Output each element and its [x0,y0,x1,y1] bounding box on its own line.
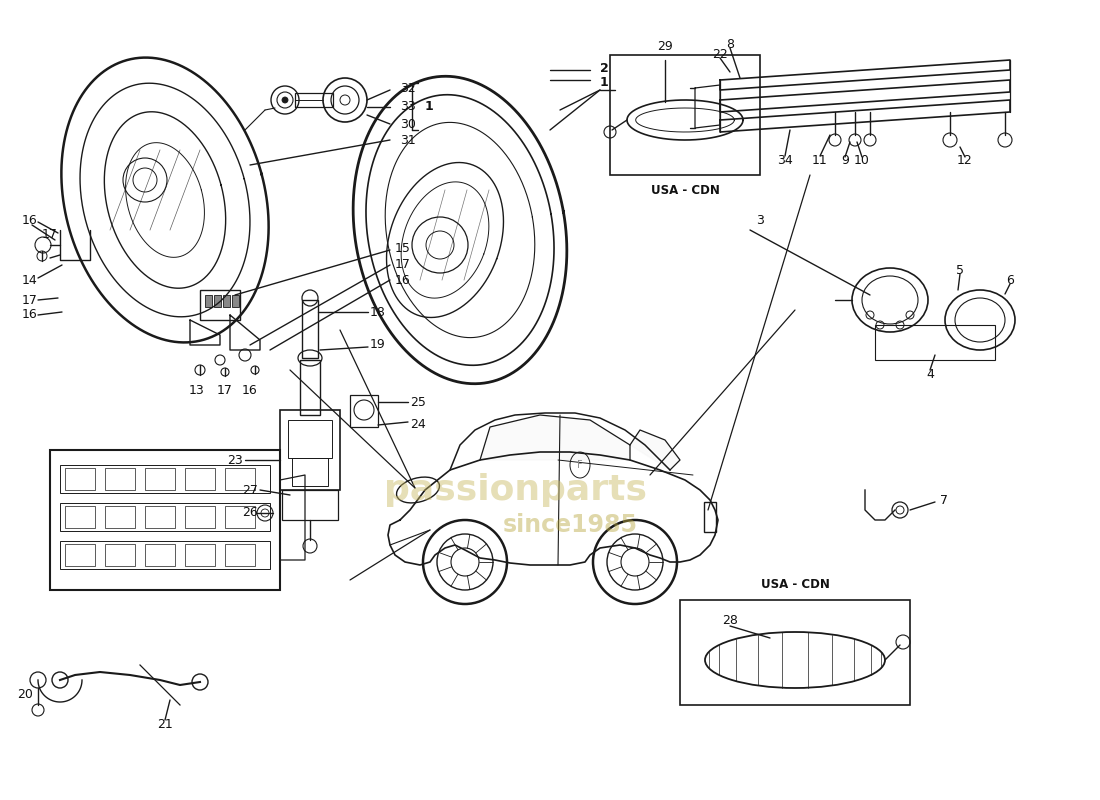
Bar [223,295,230,307]
Bar [104,544,135,566]
Text: 11: 11 [812,154,828,166]
Text: 7: 7 [940,494,948,506]
Bar [610,55,760,175]
Text: 16: 16 [395,274,410,286]
Text: 17: 17 [42,229,58,242]
Polygon shape [480,415,630,460]
Bar [232,295,239,307]
Bar [145,506,175,528]
Bar [704,502,716,532]
Text: 26: 26 [242,506,257,519]
Text: 31: 31 [400,134,416,146]
Text: 15: 15 [395,242,411,254]
Text: passion: passion [384,473,540,507]
Text: 27: 27 [242,483,257,497]
Bar [874,325,996,360]
Text: 2: 2 [600,62,608,74]
Text: 16: 16 [242,383,257,397]
Text: 6: 6 [1006,274,1014,286]
Text: 5: 5 [956,263,964,277]
Bar [205,295,212,307]
Circle shape [282,97,288,103]
Bar [350,395,378,427]
Text: 32: 32 [400,82,416,94]
Text: 25: 25 [410,395,426,409]
Bar [200,290,240,320]
Text: 16: 16 [22,214,37,226]
Text: USA - CDN: USA - CDN [650,183,719,197]
Text: 10: 10 [854,154,870,166]
Text: 22: 22 [712,49,728,62]
Bar [65,468,95,490]
Text: 20: 20 [18,689,33,702]
Text: 33: 33 [400,101,416,114]
Text: 16: 16 [22,309,37,322]
Text: 30: 30 [400,118,416,130]
Bar [65,544,95,566]
Bar [60,503,270,531]
Bar [104,468,135,490]
Bar [185,544,214,566]
Text: 13: 13 [189,383,205,397]
Bar [292,458,328,486]
Bar [65,506,95,528]
Bar [214,295,221,307]
Bar [226,544,255,566]
Bar [226,468,255,490]
Polygon shape [630,430,680,470]
Bar [50,450,280,590]
Bar [145,468,175,490]
Text: 12: 12 [957,154,972,166]
Text: 3: 3 [756,214,763,226]
Bar [185,506,214,528]
Text: 29: 29 [657,41,673,54]
Text: 17: 17 [395,258,411,271]
Text: 9: 9 [842,154,849,166]
Text: 21: 21 [157,718,173,731]
Text: 1: 1 [425,101,433,114]
Bar [226,506,255,528]
Bar [145,544,175,566]
Bar [295,93,333,107]
Bar [282,490,338,520]
Bar [300,360,320,415]
Text: 17: 17 [22,294,37,306]
Text: 4: 4 [926,369,934,382]
Text: since1985: since1985 [503,513,638,537]
Text: 14: 14 [22,274,37,286]
Text: 34: 34 [777,154,793,166]
Text: 1: 1 [600,75,608,89]
Text: F: F [578,460,583,470]
Bar [280,410,340,490]
Text: USA - CDN: USA - CDN [760,578,829,591]
Bar [104,506,135,528]
Text: 17: 17 [217,383,233,397]
Text: 19: 19 [370,338,386,351]
Text: 23: 23 [227,454,243,466]
Bar [60,541,270,569]
Bar [680,600,910,705]
Text: 8: 8 [726,38,734,51]
Bar [185,468,214,490]
Bar [302,300,318,358]
Bar [288,420,332,458]
Bar [60,465,270,493]
Text: 24: 24 [410,418,426,431]
Text: parts: parts [540,473,647,507]
Text: 28: 28 [722,614,738,626]
Text: 18: 18 [370,306,386,318]
